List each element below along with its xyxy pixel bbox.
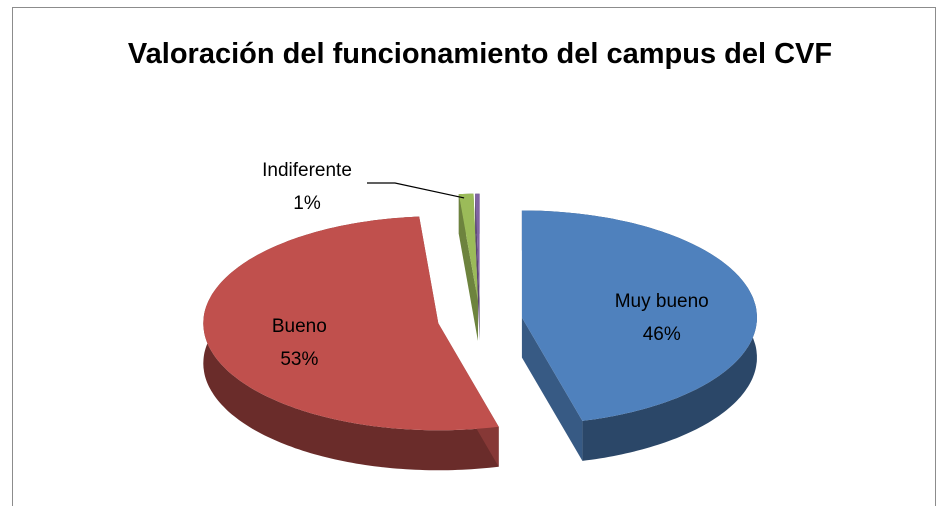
slice — [521, 210, 757, 421]
slice — [203, 216, 499, 431]
slice-cut-face — [475, 193, 480, 341]
data-label-category: Indiferente — [262, 160, 352, 181]
data-label-category: Bueno — [272, 316, 327, 337]
data-label-value: 53% — [280, 349, 318, 370]
chart-title: Valoración del funcionamiento del campus… — [127, 38, 833, 70]
slice — [458, 193, 478, 301]
leader-line — [367, 182, 465, 199]
slice-cut-face — [521, 317, 583, 461]
data-label-value: 1% — [293, 193, 321, 214]
data-label-category: Muy bueno — [615, 291, 709, 312]
slice — [475, 193, 480, 301]
slice-cut-face — [458, 194, 478, 341]
data-label-value: 46% — [643, 324, 681, 345]
